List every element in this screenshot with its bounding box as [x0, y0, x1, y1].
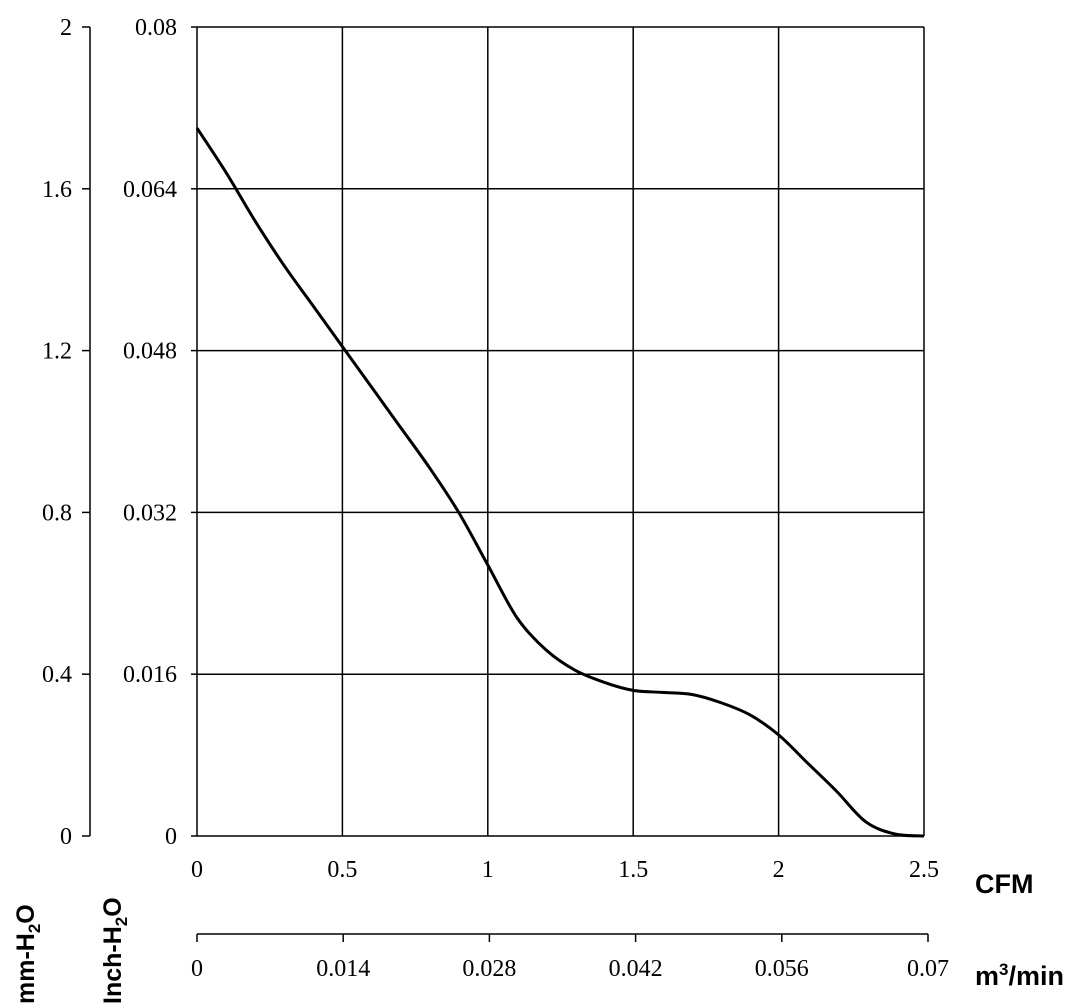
- x-tick-label-m3min: 0.042: [609, 956, 663, 982]
- y-tick-label-inch-h2o: 0.048: [123, 339, 177, 365]
- y-axis-label-mm-h2o: mm-H2O: [12, 904, 44, 1004]
- x-tick-label-cfm: 2: [773, 857, 785, 883]
- y-tick-label-mm-h2o: 0.8: [42, 500, 72, 526]
- tick-labels: 0 0.4 0.8 1.2 1.6 2 0 0.016 0.032 0.048 0.064 0.08 0…: [42, 15, 949, 982]
- x-axis-label-cfm: CFM: [975, 869, 1033, 899]
- y-tick-label-inch-h2o: 0: [165, 824, 177, 850]
- y-tick-label-inch-h2o: 0.064: [123, 177, 177, 203]
- x-tick-label-m3min: 0.07: [907, 956, 949, 982]
- series-line: [195, 127, 925, 838]
- x-tick-label-cfm: 1.5: [618, 857, 648, 883]
- x-tick-label-m3min: 0: [191, 956, 203, 982]
- y-tick-label-mm-h2o: 0: [60, 824, 72, 850]
- x-tick-label-m3min: 0.028: [462, 956, 516, 982]
- y-tick-label-inch-h2o: 0.032: [123, 500, 177, 526]
- x-tick-label-cfm: 2.5: [909, 857, 939, 883]
- x-tick-label-cfm: 0: [191, 857, 203, 883]
- y-tick-label-mm-h2o: 1.2: [42, 339, 72, 365]
- grid: [196, 26, 925, 837]
- x-tick-label-cfm: 0.5: [327, 857, 357, 883]
- y-tick-label-mm-h2o: 0.4: [42, 662, 72, 688]
- y-axis-label-inch-h2o: Inch-H2O: [99, 897, 131, 1004]
- y-tick-label-mm-h2o: 1.6: [42, 177, 72, 203]
- x-tick-label-m3min: 0.056: [755, 956, 809, 982]
- y-tick-label-inch-h2o: 0.08: [135, 15, 177, 41]
- x-tick-label-cfm: 1: [482, 857, 494, 883]
- axes: [82, 26, 929, 942]
- y-tick-label-inch-h2o: 0.016: [123, 662, 177, 688]
- x-tick-label-m3min: 0.014: [316, 956, 370, 982]
- x-axis-label-m3min: m3/min: [975, 960, 1064, 991]
- axis-labels: CFM m3/min mm-H2O Inch-H2O: [12, 869, 1064, 1004]
- series: [195, 127, 925, 838]
- y-tick-label-mm-h2o: 2: [60, 15, 72, 41]
